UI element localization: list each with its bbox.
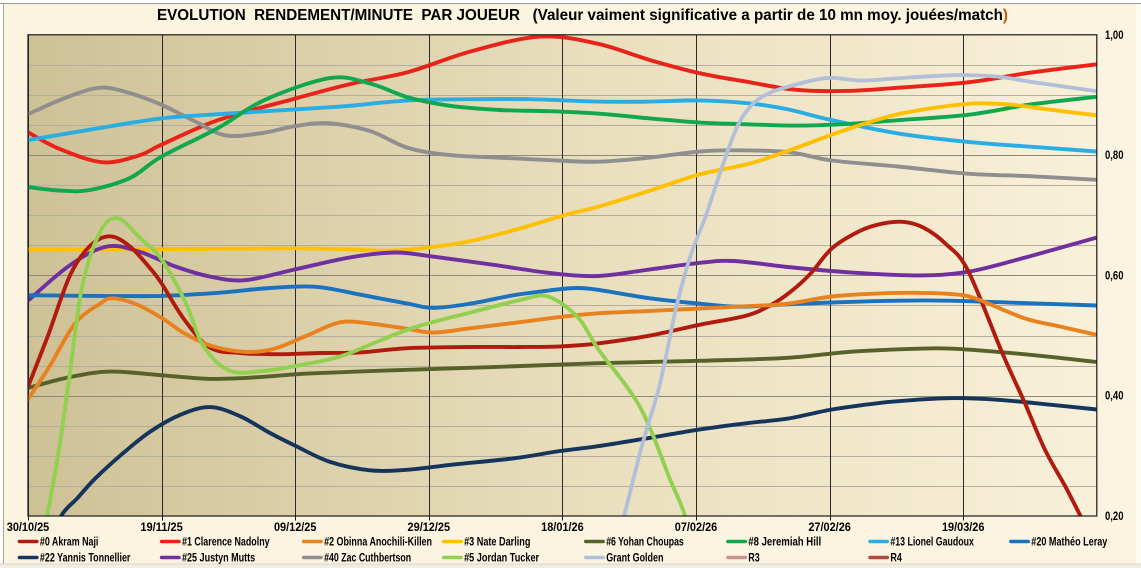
svg-text:#1 Clarence Nadolny: #1 Clarence Nadolny	[182, 537, 270, 549]
svg-text:#40 Zac Cuthbertson: #40 Zac Cuthbertson	[324, 553, 411, 565]
svg-text:29/12/25: 29/12/25	[408, 522, 451, 534]
svg-text:18/01/26: 18/01/26	[541, 522, 584, 534]
svg-text:09/12/25: 09/12/25	[274, 522, 317, 534]
svg-text:30/10/25: 30/10/25	[7, 522, 50, 534]
svg-text:R4: R4	[890, 553, 902, 565]
svg-text:19/11/25: 19/11/25	[140, 522, 183, 534]
svg-text:#5 Jordan Tucker: #5 Jordan Tucker	[464, 553, 539, 565]
svg-text:#25 Justyn Mutts: #25 Justyn Mutts	[182, 553, 255, 565]
svg-text:#20 Mathéo Leray: #20 Mathéo Leray	[1031, 537, 1107, 549]
svg-text:R3: R3	[748, 553, 760, 565]
svg-text:#8 Jeremiah Hill: #8 Jeremiah Hill	[748, 537, 821, 549]
svg-text:0,60: 0,60	[1105, 270, 1124, 282]
svg-text:#3 Nate Darling: #3 Nate Darling	[464, 537, 530, 549]
svg-text:#13 Lionel Gaudoux: #13 Lionel Gaudoux	[890, 537, 974, 549]
svg-text:19/03/26: 19/03/26	[942, 522, 985, 534]
svg-text:#6 Yohan Choupas: #6 Yohan Choupas	[606, 537, 684, 549]
svg-text:27/02/26: 27/02/26	[808, 522, 851, 534]
svg-text:07/02/26: 07/02/26	[675, 522, 718, 534]
svg-text:#2 Obinna Anochili-Killen: #2 Obinna Anochili-Killen	[324, 537, 432, 549]
svg-text:1,00: 1,00	[1105, 30, 1124, 42]
svg-text:#22 Yannis Tonnellier: #22 Yannis Tonnellier	[40, 553, 131, 565]
svg-text:#0 Akram Naji: #0 Akram Naji	[40, 537, 99, 549]
svg-text:0,20: 0,20	[1105, 511, 1124, 523]
svg-text:EVOLUTION RENDEMENT/MINUTE P: EVOLUTION RENDEMENT/MINUTE PAR JOUEUR (V…	[157, 7, 1008, 24]
svg-text:Grant Golden: Grant Golden	[606, 553, 663, 565]
svg-text:0,40: 0,40	[1105, 391, 1124, 403]
svg-text:0,80: 0,80	[1105, 150, 1124, 162]
